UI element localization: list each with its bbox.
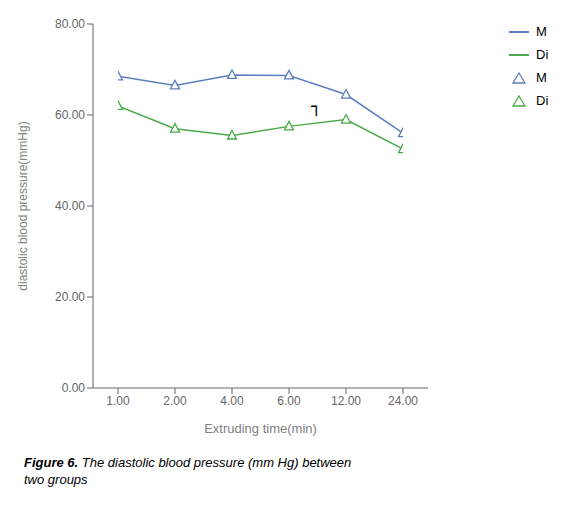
html-text:M: M [536, 70, 547, 85]
svg-text:12.00: 12.00 [331, 394, 361, 408]
html-text:Figure 6. The diastolic blood: Figure 6. The diastolic blood pressure (… [24, 455, 352, 487]
svg-text:Extruding time(min): Extruding time(min) [204, 421, 317, 436]
svg-text:24.00: 24.00 [388, 394, 418, 408]
svg-text:2.00: 2.00 [163, 394, 187, 408]
svg-text:diastolic blood pressure(mmHg): diastolic blood pressure(mmHg) [16, 121, 30, 290]
html-text:Di: Di [536, 47, 549, 62]
svg-text:┐: ┐ [310, 96, 321, 117]
svg-text:1.00: 1.00 [106, 394, 130, 408]
svg-text:20.00: 20.00 [55, 290, 85, 304]
svg-text:40.00: 40.00 [55, 199, 85, 213]
html-text:Di: Di [536, 93, 549, 108]
svg-text:4.00: 4.00 [220, 394, 244, 408]
svg-text:80.00: 80.00 [55, 17, 85, 31]
svg-text:6.00: 6.00 [277, 394, 301, 408]
svg-text:0.00: 0.00 [62, 381, 86, 395]
html-text:M: M [536, 24, 547, 39]
svg-text:60.00: 60.00 [55, 108, 85, 122]
